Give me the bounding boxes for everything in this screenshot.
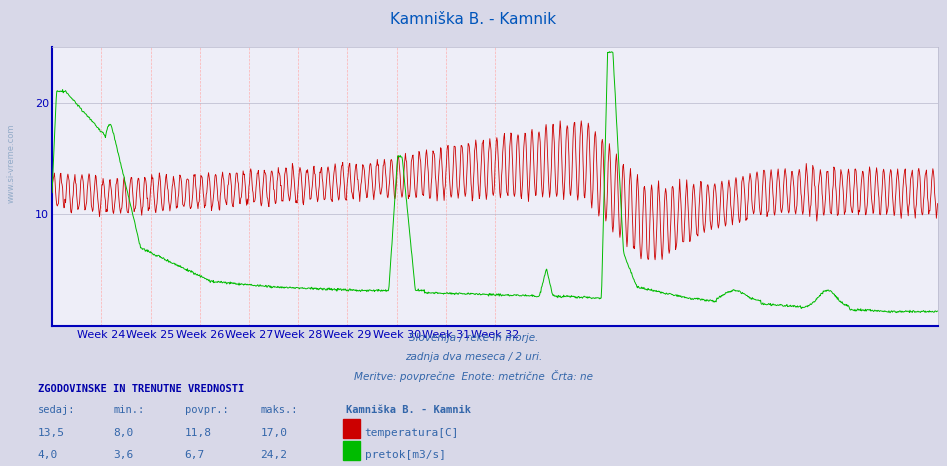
- Text: zadnja dva meseca / 2 uri.: zadnja dva meseca / 2 uri.: [405, 352, 542, 362]
- Text: Slovenija / reke in morje.: Slovenija / reke in morje.: [409, 333, 538, 343]
- Text: 13,5: 13,5: [38, 428, 65, 438]
- Text: maks.:: maks.:: [260, 405, 298, 415]
- Text: Kamniška B. - Kamnik: Kamniška B. - Kamnik: [346, 405, 471, 415]
- Text: 24,2: 24,2: [260, 450, 288, 459]
- Text: temperatura[C]: temperatura[C]: [365, 428, 459, 438]
- Text: 17,0: 17,0: [260, 428, 288, 438]
- Text: min.:: min.:: [114, 405, 145, 415]
- Text: sedaj:: sedaj:: [38, 405, 76, 415]
- Text: Kamniška B. - Kamnik: Kamniška B. - Kamnik: [390, 12, 557, 27]
- Text: ZGODOVINSKE IN TRENUTNE VREDNOSTI: ZGODOVINSKE IN TRENUTNE VREDNOSTI: [38, 384, 244, 394]
- Text: pretok[m3/s]: pretok[m3/s]: [365, 450, 446, 459]
- Text: Meritve: povprečne  Enote: metrične  Črta: ne: Meritve: povprečne Enote: metrične Črta:…: [354, 370, 593, 383]
- Text: 3,6: 3,6: [114, 450, 134, 459]
- Text: 4,0: 4,0: [38, 450, 58, 459]
- Text: 8,0: 8,0: [114, 428, 134, 438]
- Text: 11,8: 11,8: [185, 428, 212, 438]
- Text: povpr.:: povpr.:: [185, 405, 228, 415]
- Text: www.si-vreme.com: www.si-vreme.com: [7, 123, 16, 203]
- Text: 6,7: 6,7: [185, 450, 205, 459]
